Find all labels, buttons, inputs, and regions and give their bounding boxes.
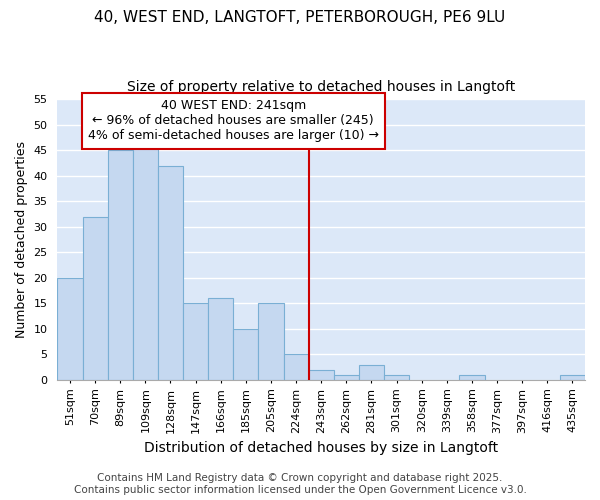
Bar [83,216,107,380]
Bar [334,375,359,380]
Bar [107,150,133,380]
Text: Contains HM Land Registry data © Crown copyright and database right 2025.
Contai: Contains HM Land Registry data © Crown c… [74,474,526,495]
Text: 40, WEST END, LANGTOFT, PETERBOROUGH, PE6 9LU: 40, WEST END, LANGTOFT, PETERBOROUGH, PE… [94,10,506,25]
Bar [233,329,259,380]
Bar [208,298,233,380]
Bar [133,145,158,380]
Bar [259,304,284,380]
Bar [560,375,585,380]
Bar [158,166,183,380]
Bar [460,375,485,380]
Text: 40 WEST END: 241sqm
← 96% of detached houses are smaller (245)
4% of semi-detach: 40 WEST END: 241sqm ← 96% of detached ho… [88,100,379,142]
Y-axis label: Number of detached properties: Number of detached properties [15,141,28,338]
Bar [183,304,208,380]
X-axis label: Distribution of detached houses by size in Langtoft: Distribution of detached houses by size … [144,441,498,455]
Bar [284,354,308,380]
Bar [359,364,384,380]
Title: Size of property relative to detached houses in Langtoft: Size of property relative to detached ho… [127,80,515,94]
Bar [308,370,334,380]
Bar [384,375,409,380]
Bar [58,278,83,380]
